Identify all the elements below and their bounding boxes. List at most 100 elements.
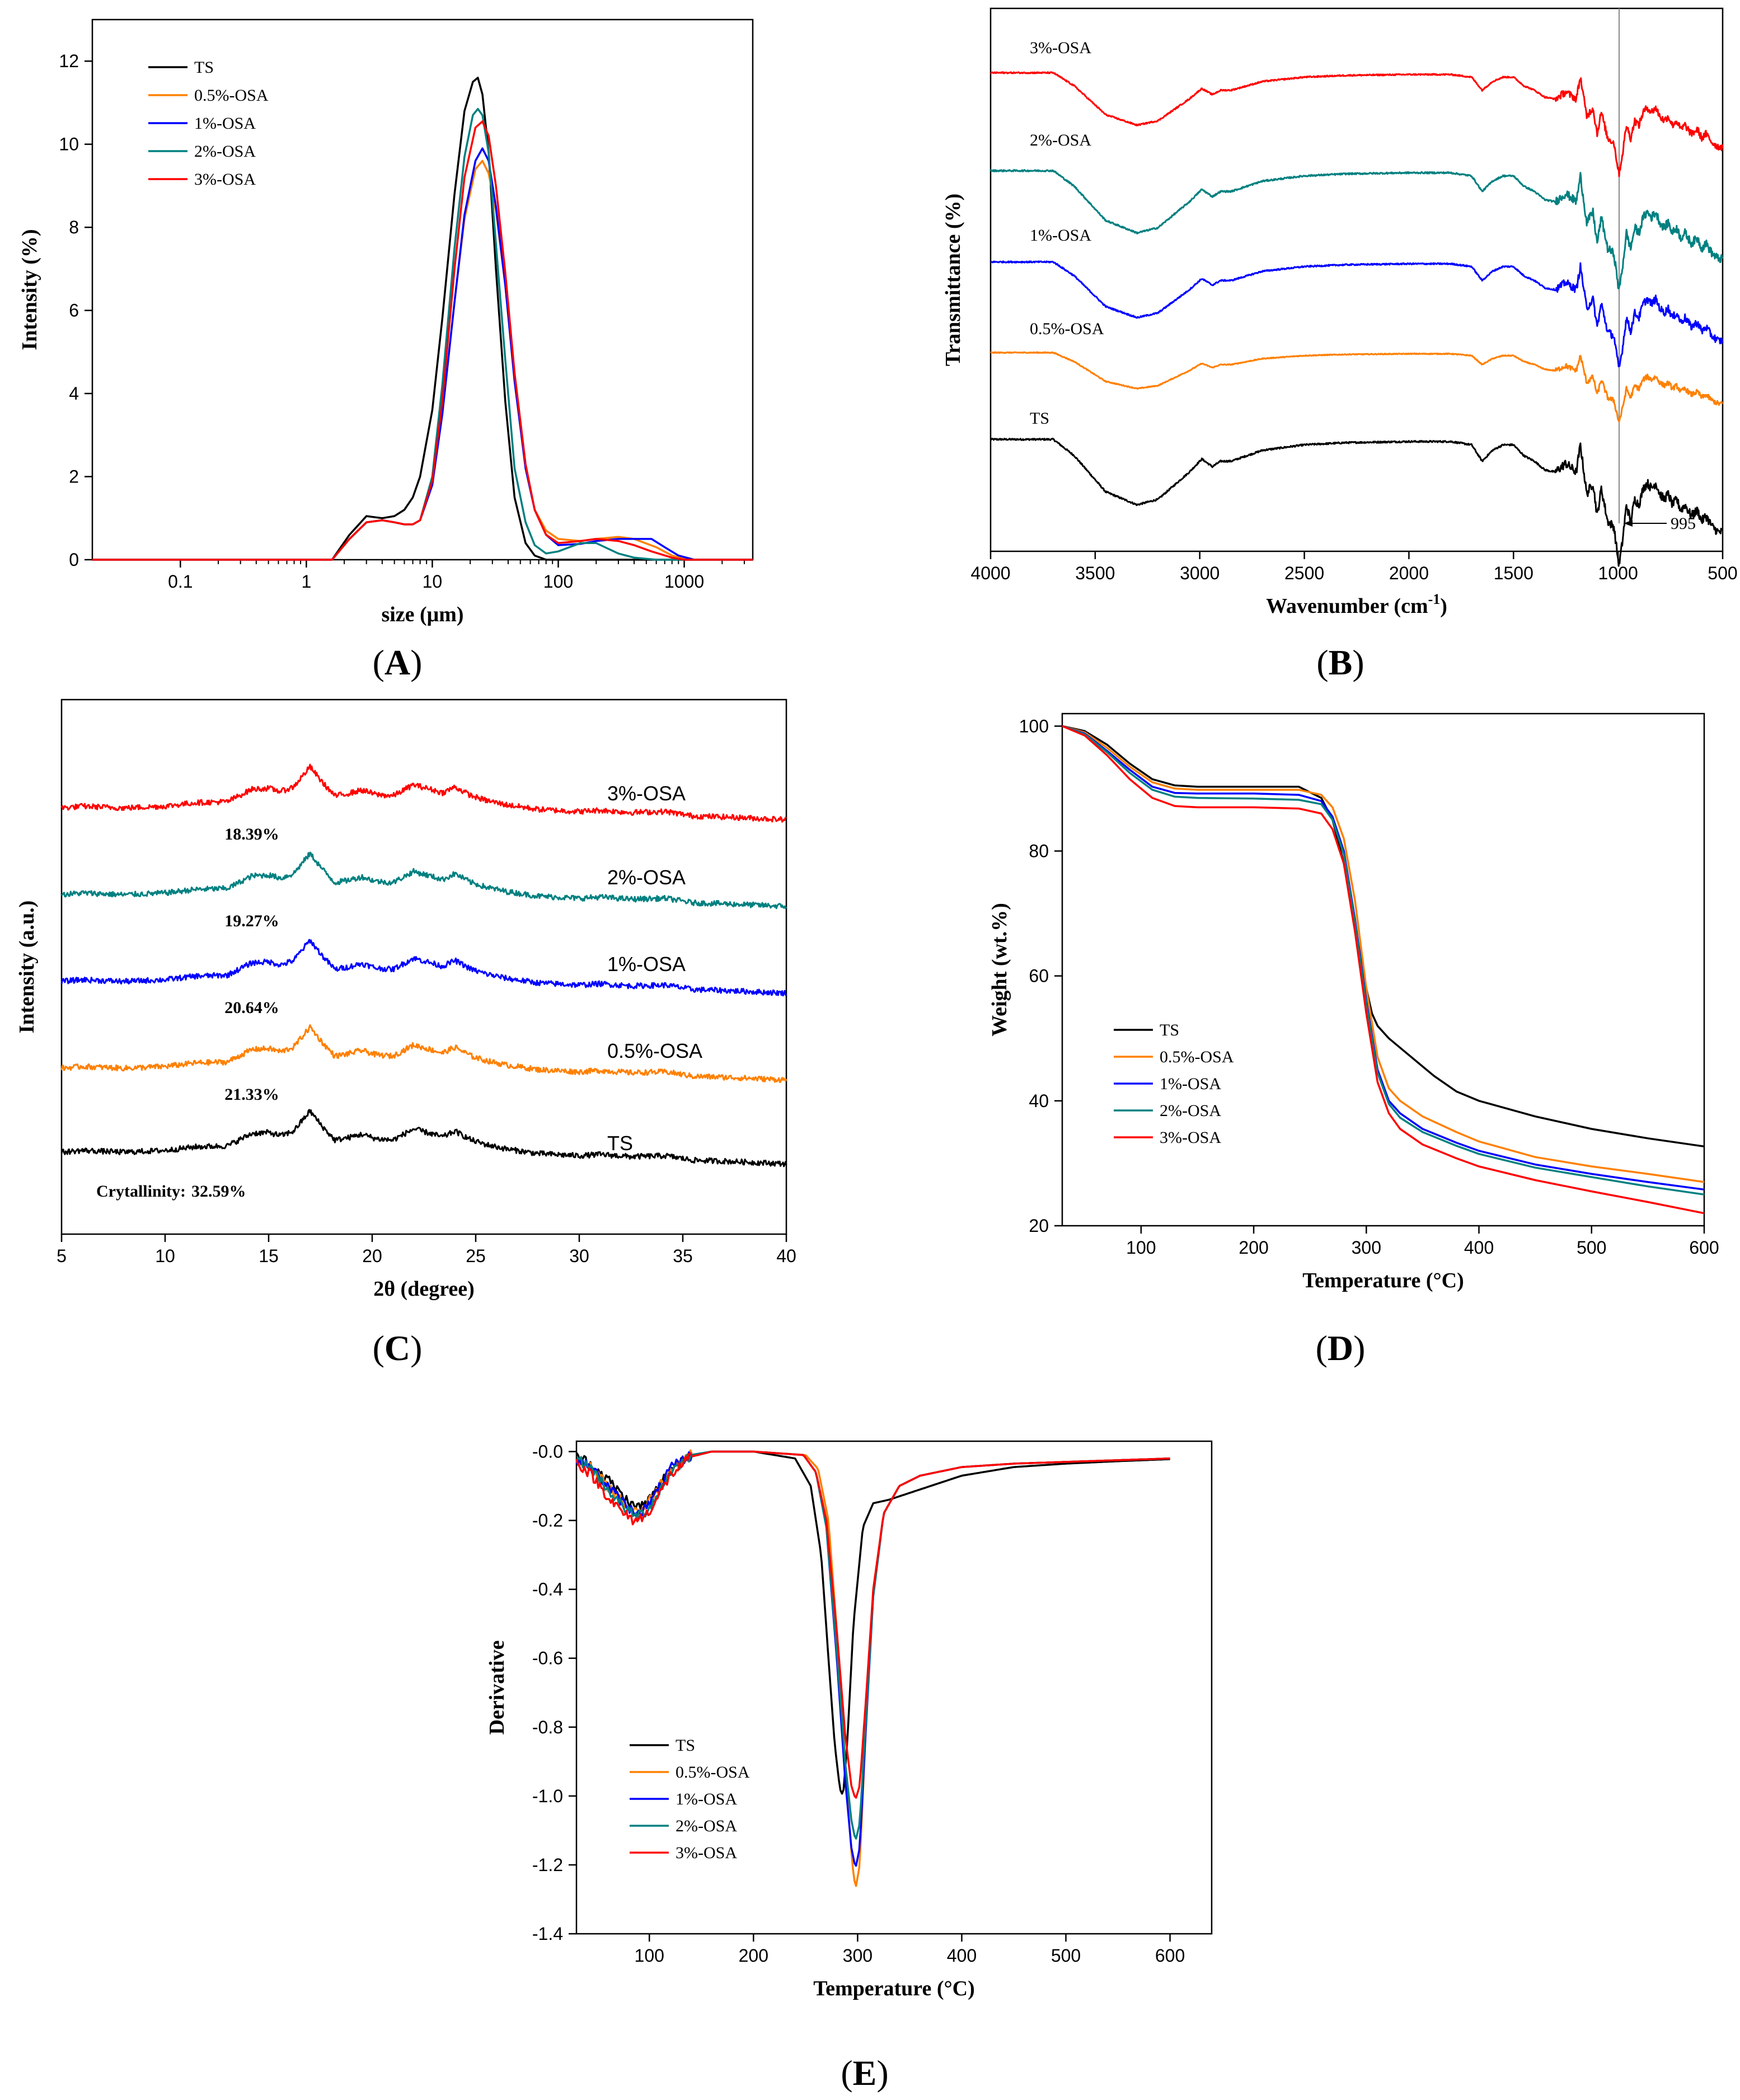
panel-label-close: ) [876, 2053, 888, 2093]
x-tick-label: 15 [259, 1246, 279, 1266]
series-line-1-osa [1062, 725, 1705, 1191]
panel-label: (A) [373, 643, 423, 682]
legend-entry-0-5-osa: 0.5%-OSA [1160, 1048, 1234, 1066]
x-tick-label: 400 [947, 1946, 977, 1966]
y-tick-label: -0.4 [532, 1579, 563, 1600]
x-axis-title: 2θ (degree) [373, 1277, 475, 1301]
legend-entry-0-5-osa: 0.5%-OSA [676, 1763, 750, 1782]
series-line-3-osa [575, 1450, 1170, 1799]
panel-label-open: ( [841, 2053, 852, 2093]
y-tick-label: 10 [59, 134, 79, 154]
series-line-1-osa [60, 939, 787, 997]
x-tick-label: 40 [776, 1246, 796, 1266]
plot-frame [575, 1440, 1213, 1935]
series-line-0-5-osa [60, 1024, 787, 1083]
legend-entry-3-osa: 3%-OSA [1160, 1128, 1221, 1147]
panel-label-letter: E [853, 2053, 877, 2093]
legend-entry-1-osa: 1%-OSA [194, 114, 256, 133]
y-tick-label: -0.0 [532, 1441, 563, 1461]
plot-frame [60, 699, 787, 1235]
series-line-2-osa [989, 169, 1724, 290]
series-line-1-osa [92, 147, 753, 561]
series-line-ts [60, 1109, 787, 1168]
panel-d-tga: 100 200 300 400 500 600 20 40 60 80 100 TS 0.5%-OSA 1… [988, 712, 1719, 1368]
x-tick-label: 300 [1352, 1238, 1381, 1258]
y-tick-label: 0 [69, 550, 79, 570]
curve-label-3-osa: 3%-OSA [607, 782, 686, 805]
x-tick-label: 500 [1577, 1238, 1606, 1258]
x-tick-label: 2500 [1284, 563, 1324, 583]
x-tick-label: 300 [843, 1946, 873, 1966]
panel-label-open: ( [373, 643, 384, 682]
panel-label-close: ) [1353, 1328, 1365, 1368]
x-tick-label: 600 [1689, 1238, 1719, 1258]
x-tick-label: 10 [423, 571, 443, 592]
x-tick-label: 1500 [1494, 563, 1533, 583]
series-line-3-osa [1062, 725, 1705, 1215]
x-tick-label: 10 [155, 1246, 175, 1266]
curve-label-ts: TS [1030, 409, 1049, 428]
y-tick-label: 80 [1029, 841, 1049, 861]
legend-entry-ts: TS [194, 58, 214, 77]
x-tick-label: 30 [569, 1246, 589, 1266]
x-tick-label: 100 [1126, 1238, 1156, 1258]
y-tick-label: 12 [59, 51, 79, 71]
panel-label-letter: D [1328, 1328, 1353, 1368]
legend-entry-3-osa: 3%-OSA [676, 1844, 737, 1862]
annotation-995: 995 [1671, 514, 1696, 533]
crystallinity-value-3-osa: 18.39% [224, 825, 279, 843]
series-line-2-osa [92, 107, 753, 561]
series-line-2-osa [1062, 725, 1705, 1196]
curve-label-0-5-osa: 0.5%-OSA [607, 1039, 702, 1062]
series-line-3-osa [60, 763, 787, 823]
legend-entry-ts: TS [676, 1736, 695, 1755]
series-line-1-osa [990, 260, 1724, 368]
y-axis-title: Transmittance (%) [941, 194, 965, 367]
y-tick-label: 6 [69, 301, 79, 321]
y-tick-label: -0.2 [532, 1511, 563, 1531]
x-tick-label: 0.1 [168, 571, 193, 592]
x-tick-label: 200 [739, 1946, 768, 1966]
y-tick-label: -1.0 [532, 1786, 563, 1806]
curve-label-3-osa: 3%-OSA [1030, 39, 1091, 57]
y-tick-label: -0.8 [532, 1717, 563, 1737]
series-line-0-5-osa [1062, 725, 1705, 1183]
y-tick-label: 100 [1019, 716, 1049, 736]
crystallinity-prefix: Crytallinity: [96, 1182, 186, 1201]
y-tick-label: 2 [69, 467, 79, 487]
legend-entry-ts: TS [1160, 1021, 1179, 1039]
x-tick-label: 100 [543, 571, 573, 592]
x-axis-title: size (μm) [381, 603, 463, 626]
x-axis-title-sup: -1 [1428, 591, 1441, 607]
x-tick-label: 200 [1239, 1238, 1268, 1258]
panel-label-letter: A [384, 643, 410, 682]
panel-label-open: ( [373, 1328, 384, 1368]
x-tick-label: 400 [1464, 1238, 1494, 1258]
crystallinity-value-ts: 32.59% [191, 1182, 246, 1201]
y-tick-label: -1.2 [532, 1855, 563, 1875]
x-axis-title: Wavenumber (cm-1) [1266, 591, 1447, 618]
legend-entry-2-osa: 2%-OSA [194, 142, 256, 161]
series-line-ts [92, 77, 753, 561]
panel-label-close: ) [1352, 643, 1364, 682]
y-tick-label: 4 [69, 383, 79, 404]
x-tick-label: 1 [301, 571, 311, 592]
panel-label: (E) [841, 2053, 888, 2093]
series-line-0-5-osa [575, 1449, 1170, 1887]
series-line-2-osa [575, 1450, 1170, 1840]
panel-label: (B) [1316, 643, 1364, 682]
y-axis-title: Weight (wt.%) [988, 903, 1011, 1037]
y-tick-label: 20 [1029, 1216, 1049, 1236]
y-tick-label: 60 [1029, 966, 1049, 986]
panel-e-dtg: 100 200 300 400 500 600 -1.4 -1.2 -1.0 -0.8 -0.6 -0… [485, 1440, 1213, 2093]
x-tick-label: 2000 [1389, 563, 1429, 583]
x-tick-label: 35 [673, 1246, 693, 1266]
legend-entry-2-osa: 2%-OSA [676, 1817, 737, 1835]
x-tick-label: 25 [466, 1246, 486, 1266]
series-line-0-5-osa [92, 160, 753, 561]
curve-label-1-osa: 1%-OSA [1030, 226, 1091, 245]
series-line-3-osa [990, 71, 1724, 177]
curve-label-ts: TS [607, 1132, 633, 1155]
panel-label-open: ( [1316, 1328, 1328, 1368]
